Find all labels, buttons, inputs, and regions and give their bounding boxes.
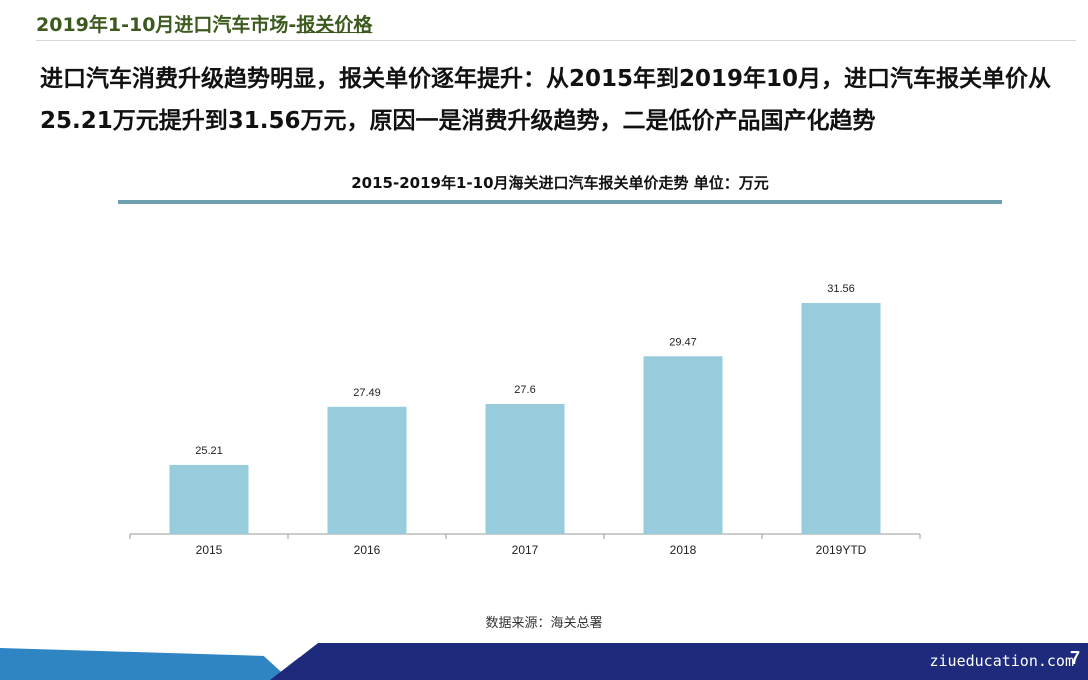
- footer-band: [0, 640, 1088, 680]
- bar-2015: [169, 464, 249, 534]
- chart-title: 2015-2019年1-10月海关进口汽车报关单价走势 单位：万元: [351, 174, 769, 192]
- data-label-2017: 27.6: [514, 384, 535, 396]
- page-title-prefix: 2019年1-10月进口汽车市场-: [36, 14, 297, 36]
- footer-light-stripe: [0, 648, 290, 680]
- bar-2019YTD: [801, 303, 881, 534]
- x-tick-label-2019YTD: 2019YTD: [816, 543, 867, 557]
- data-label-2015: 25.21: [195, 445, 223, 457]
- footer-dark-stripe: [270, 643, 1088, 680]
- bar-2017: [485, 403, 565, 534]
- page-title-accent: 报关价格: [296, 14, 373, 36]
- data-label-2018: 29.47: [669, 336, 697, 348]
- bars-layer: 25.21 2015 27.49 2016 27.6 2017 29.47 2018 31.56…: [129, 283, 921, 557]
- bar-chart: 25.21 2015 27.49 2016 27.6 2017 29.47 2018 31.56…: [129, 283, 921, 557]
- x-tick-label-2017: 2017: [512, 543, 539, 557]
- footer-url-text: ziueducation.com: [929, 652, 1075, 670]
- headline-text: 进口汽车消费升级趋势明显，报关单价逐年提升：从2015年到2019年10月，进口…: [40, 66, 1052, 134]
- header-divider: [36, 40, 1076, 41]
- data-label-2016: 27.49: [353, 387, 381, 399]
- chart-title-underline: [118, 200, 1002, 204]
- source-note: 数据来源：海关总署: [485, 616, 603, 631]
- x-tick-label-2018: 2018: [670, 543, 697, 557]
- footer-url: ziueducation.com: [930, 652, 1075, 670]
- page-title: 2019年1-10月进口汽车市场-报关价格: [36, 10, 372, 37]
- x-tick-label-2016: 2016: [354, 543, 381, 557]
- footer-gap: [0, 640, 1088, 657]
- bar-2018: [643, 356, 723, 534]
- bar-2016: [327, 406, 407, 534]
- page-number: 7: [1069, 648, 1080, 668]
- x-tick-label-2015: 2015: [196, 543, 223, 557]
- data-label-2019YTD: 31.56: [827, 283, 855, 295]
